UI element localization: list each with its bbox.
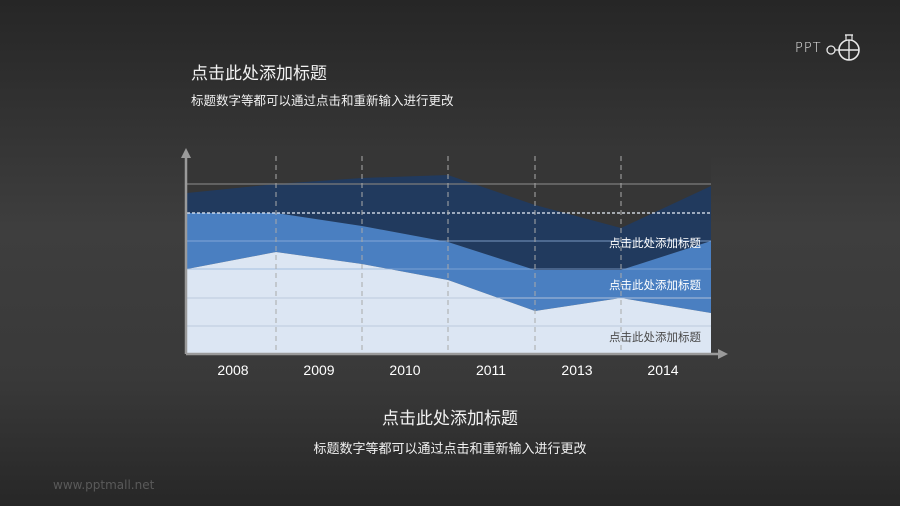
logo-text: PPT <box>795 40 822 56</box>
series-medium-area <box>187 213 711 313</box>
horizontal-gridlines <box>187 183 711 327</box>
watermark: www.pptmall.net <box>53 478 155 492</box>
x-axis <box>186 349 728 359</box>
logo: PPT <box>795 31 866 65</box>
series-dark-label[interactable]: 点击此处添加标题 <box>609 236 701 250</box>
y-axis-arrow-icon <box>181 148 191 158</box>
footer-subtitle[interactable]: 标题数字等都可以通过点击和重新输入进行更改 <box>313 442 587 457</box>
x-axis-arrow-icon <box>718 349 728 359</box>
chart-title[interactable]: 点击此处添加标题 <box>191 64 327 84</box>
series-light-label[interactable]: 点击此处添加标题 <box>609 330 701 344</box>
y-axis <box>181 148 191 354</box>
series-medium-label[interactable]: 点击此处添加标题 <box>609 278 701 292</box>
x-tick-label: 2008 <box>217 362 249 378</box>
footer-title[interactable]: 点击此处添加标题 <box>382 409 518 429</box>
x-tick-label: 2010 <box>389 362 421 378</box>
vertical-gridlines <box>275 156 622 354</box>
series-light-area <box>187 252 711 354</box>
x-tick-label: 2011 <box>475 362 507 378</box>
x-tick-label: 2013 <box>561 362 593 378</box>
x-tick-label: 2014 <box>647 362 679 378</box>
x-tick-label: 2009 <box>303 362 335 378</box>
series-dark-area <box>187 175 711 270</box>
ppt-stopwatch-logo-icon <box>825 34 860 61</box>
chart-subtitle[interactable]: 标题数字等都可以通过点击和重新输入进行更改 <box>191 93 454 108</box>
